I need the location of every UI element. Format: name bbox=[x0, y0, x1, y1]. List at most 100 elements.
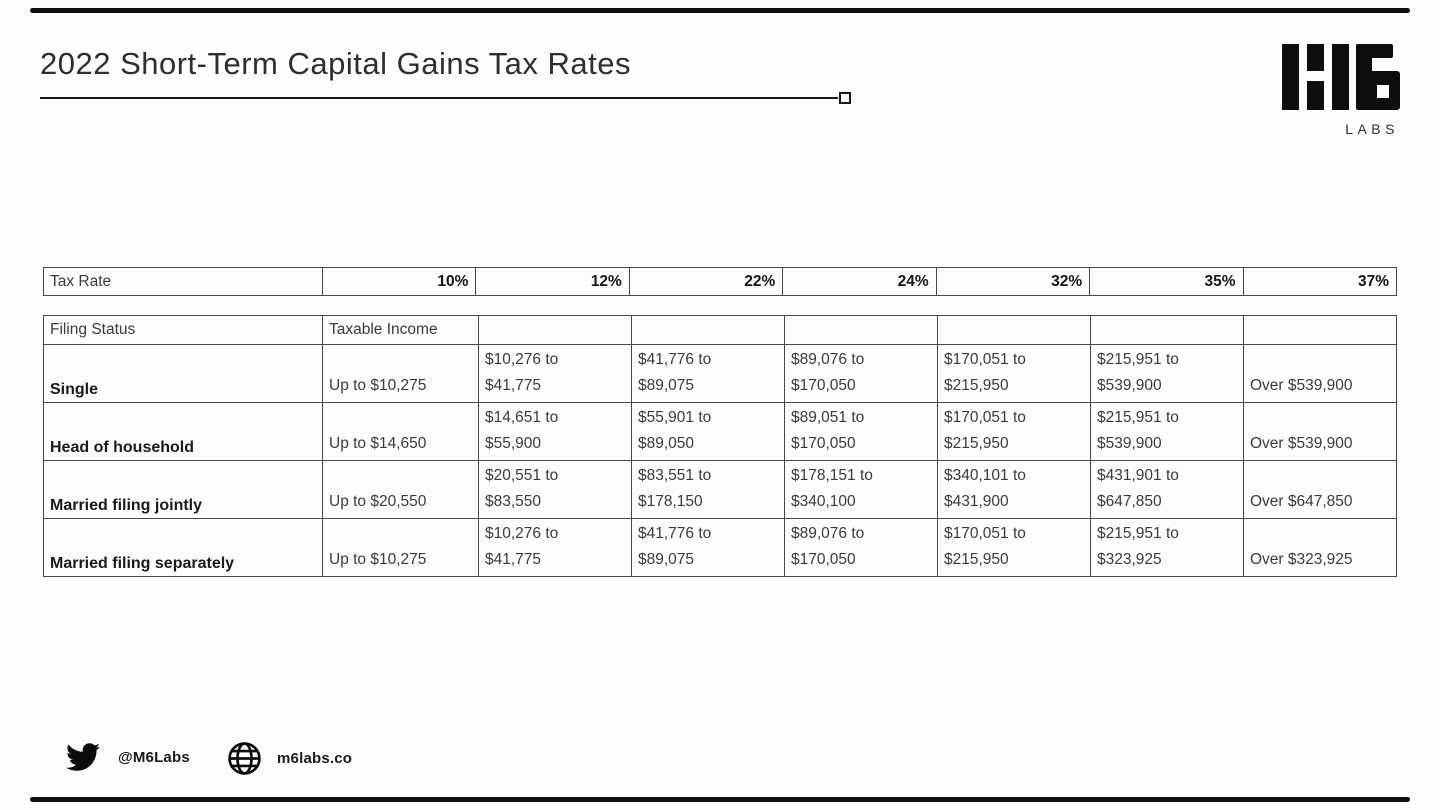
rate-cell: 24% bbox=[782, 267, 937, 296]
bottom-edge-bar bbox=[30, 797, 1410, 802]
m6-labs-logo: LABS bbox=[1282, 44, 1400, 137]
range-to: $55,900 bbox=[485, 435, 542, 452]
range-cell: $340,101 to $431,900 bbox=[937, 460, 1091, 519]
over-cell: Over $539,900 bbox=[1243, 344, 1397, 403]
range-cell: $89,051 to $170,050 bbox=[784, 402, 938, 461]
status-cell: Single bbox=[43, 344, 323, 403]
range-cell: $41,776 to $89,075 bbox=[631, 344, 785, 403]
status-cell: Head of household bbox=[43, 402, 323, 461]
range-cell: $10,276 to $41,775 bbox=[478, 344, 632, 403]
range-cell: $14,651 to $55,900 bbox=[478, 402, 632, 461]
range-cell: $20,551 to $83,550 bbox=[478, 460, 632, 519]
range-to: $170,050 bbox=[791, 435, 856, 452]
range-to: $41,775 bbox=[485, 551, 542, 568]
range-from: $170,051 to bbox=[944, 409, 1026, 426]
rate-cell: 10% bbox=[321, 267, 477, 296]
website-url: m6labs.co bbox=[277, 750, 353, 767]
twitter-icon bbox=[66, 743, 100, 771]
range-to: $89,075 bbox=[638, 377, 695, 394]
range-to: $431,900 bbox=[944, 493, 1009, 510]
range-to: $83,550 bbox=[485, 493, 542, 510]
range-from: $41,776 to bbox=[638, 525, 712, 542]
range-to: $340,100 bbox=[791, 493, 856, 510]
range-to: $89,075 bbox=[638, 551, 695, 568]
range-from: $170,051 to bbox=[944, 351, 1026, 368]
rate-cell: 12% bbox=[475, 267, 630, 296]
table-row-married-jointly: Married filing jointly Up to $20,550 $20… bbox=[43, 460, 1397, 519]
taxable-income-header: Taxable Income bbox=[322, 315, 479, 345]
range-to: $41,775 bbox=[485, 377, 542, 394]
range-cell: $83,551 to $178,150 bbox=[631, 460, 785, 519]
range-from: $20,551 to bbox=[485, 467, 559, 484]
website-link[interactable]: m6labs.co bbox=[226, 740, 352, 777]
title-underline-endcap bbox=[839, 92, 851, 104]
range-from: $89,051 to bbox=[791, 409, 865, 426]
range-from: $10,276 to bbox=[485, 525, 559, 542]
range-cell: $170,051 to $215,950 bbox=[937, 402, 1091, 461]
table-row-single: Single Up to $10,275 $10,276 to $41,775 … bbox=[43, 344, 1397, 403]
range-from: $89,076 to bbox=[791, 351, 865, 368]
range-from: $431,901 to bbox=[1097, 467, 1179, 484]
range-from: $215,951 to bbox=[1097, 409, 1179, 426]
range-from: $10,276 to bbox=[485, 351, 559, 368]
empty-header-cell bbox=[784, 315, 938, 345]
rate-cell: 22% bbox=[628, 267, 784, 296]
page-title: 2022 Short-Term Capital Gains Tax Rates bbox=[40, 46, 631, 81]
range-cell: $178,151 to $340,100 bbox=[784, 460, 938, 519]
base-text: Up to $20,550 bbox=[329, 493, 427, 510]
range-to: $170,050 bbox=[791, 551, 856, 568]
over-cell: Over $323,925 bbox=[1243, 518, 1397, 577]
range-from: $55,901 to bbox=[638, 409, 712, 426]
range-cell: $41,776 to $89,075 bbox=[631, 518, 785, 577]
range-from: $41,776 to bbox=[638, 351, 712, 368]
twitter-link[interactable]: @M6Labs bbox=[62, 740, 190, 774]
base-cell: Up to $20,550 bbox=[322, 460, 479, 519]
over-cell: Over $647,850 bbox=[1243, 460, 1397, 519]
table-header-row: Filing Status Taxable Income bbox=[43, 315, 1397, 345]
over-text: Over $323,925 bbox=[1250, 551, 1353, 568]
range-cell: $55,901 to $89,050 bbox=[631, 402, 785, 461]
base-cell: Up to $10,275 bbox=[322, 518, 479, 577]
range-from: $178,151 to bbox=[791, 467, 873, 484]
range-cell: $431,901 to $647,850 bbox=[1090, 460, 1244, 519]
range-from: $340,101 to bbox=[944, 467, 1026, 484]
range-to: $539,900 bbox=[1097, 435, 1162, 452]
range-cell: $215,951 to $539,900 bbox=[1090, 402, 1244, 461]
rate-cell: 35% bbox=[1089, 267, 1244, 296]
table-row-head-of-household: Head of household Up to $14,650 $14,651 … bbox=[43, 402, 1397, 461]
empty-header-cell bbox=[1243, 315, 1397, 345]
range-cell: $89,076 to $170,050 bbox=[784, 518, 938, 577]
globe-icon bbox=[228, 742, 261, 775]
range-from: $89,076 to bbox=[791, 525, 865, 542]
base-text: Up to $10,275 bbox=[329, 377, 427, 394]
m6-logo-icon bbox=[1282, 44, 1400, 110]
table-row-married-separately: Married filing separately Up to $10,275 … bbox=[43, 518, 1397, 577]
range-cell: $89,076 to $170,050 bbox=[784, 344, 938, 403]
range-to: $170,050 bbox=[791, 377, 856, 394]
twitter-handle: @M6Labs bbox=[118, 748, 190, 766]
over-text: Over $539,900 bbox=[1250, 377, 1353, 394]
base-text: Up to $10,275 bbox=[329, 551, 427, 568]
over-text: Over $647,850 bbox=[1250, 493, 1353, 510]
range-from: $170,051 to bbox=[944, 525, 1026, 542]
base-cell: Up to $10,275 bbox=[322, 344, 479, 403]
empty-header-cell bbox=[631, 315, 785, 345]
range-cell: $170,051 to $215,950 bbox=[937, 344, 1091, 403]
status-cell: Married filing jointly bbox=[43, 460, 323, 519]
range-cell: $215,951 to $323,925 bbox=[1090, 518, 1244, 577]
tax-rate-label: Tax Rate bbox=[43, 267, 323, 296]
range-from: $215,951 to bbox=[1097, 351, 1179, 368]
base-text: Up to $14,650 bbox=[329, 435, 427, 452]
rate-cell: 37% bbox=[1242, 267, 1398, 296]
empty-header-cell bbox=[1090, 315, 1244, 345]
filing-status-table: Filing Status Taxable Income Single Up t… bbox=[43, 315, 1397, 577]
range-cell: $215,951 to $539,900 bbox=[1090, 344, 1244, 403]
range-to: $323,925 bbox=[1097, 551, 1162, 568]
range-to: $215,950 bbox=[944, 435, 1009, 452]
range-to: $215,950 bbox=[944, 551, 1009, 568]
range-to: $89,050 bbox=[638, 435, 695, 452]
empty-header-cell bbox=[478, 315, 632, 345]
top-edge-bar bbox=[30, 8, 1410, 13]
range-from: $83,551 to bbox=[638, 467, 712, 484]
